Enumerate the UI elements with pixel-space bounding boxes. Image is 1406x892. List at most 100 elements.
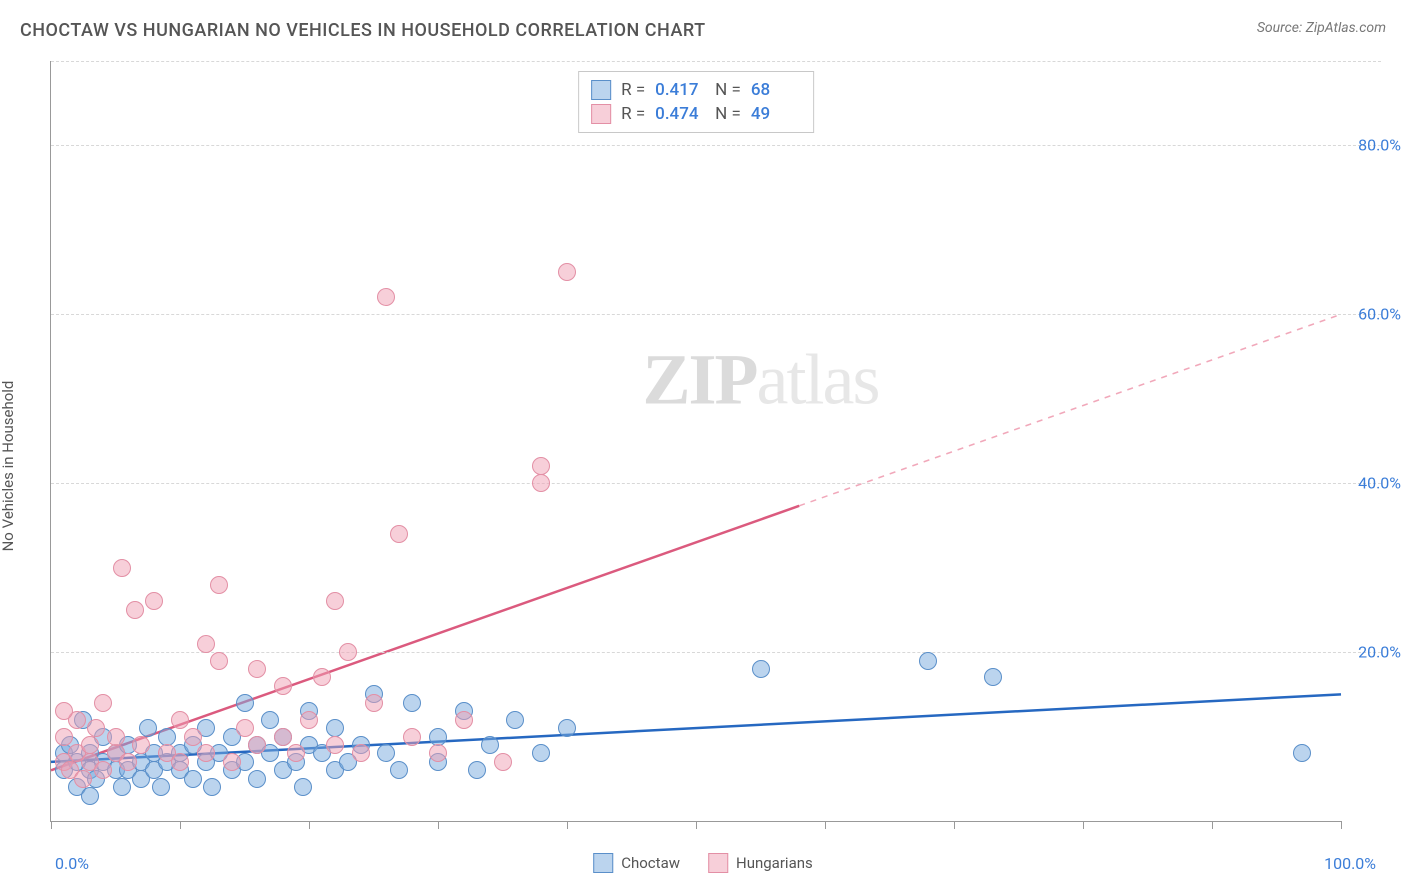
gridline — [51, 483, 1381, 484]
data-point — [158, 728, 176, 746]
data-point — [532, 474, 550, 492]
legend-swatch — [708, 853, 728, 873]
data-point — [390, 525, 408, 543]
data-point — [74, 770, 92, 788]
data-point — [203, 778, 221, 796]
data-point — [210, 576, 228, 594]
gridline — [51, 652, 1381, 653]
data-point — [403, 728, 421, 746]
data-point — [919, 652, 937, 670]
gridline — [51, 314, 1381, 315]
data-point — [274, 677, 292, 695]
x-tick — [696, 821, 697, 829]
x-tick — [954, 821, 955, 829]
legend-swatch — [591, 104, 611, 124]
n-label: N = — [715, 104, 741, 124]
n-value: 68 — [751, 80, 801, 100]
data-point — [81, 736, 99, 754]
data-point — [429, 728, 447, 746]
y-tick-label: 80.0% — [1358, 136, 1401, 155]
data-point — [313, 668, 331, 686]
data-point — [94, 694, 112, 712]
n-label: N = — [715, 80, 741, 100]
data-point — [377, 288, 395, 306]
data-point — [326, 719, 344, 737]
data-point — [274, 728, 292, 746]
x-tick — [309, 821, 310, 829]
data-point — [132, 736, 150, 754]
gridline — [51, 61, 1381, 62]
data-point — [326, 736, 344, 754]
data-point — [752, 660, 770, 678]
data-point — [248, 770, 266, 788]
data-point — [113, 559, 131, 577]
data-point — [455, 711, 473, 729]
data-point — [184, 770, 202, 788]
watermark: ZIPatlas — [643, 339, 879, 422]
series-legend: Choctaw Hungarians — [593, 853, 813, 873]
data-point — [532, 744, 550, 762]
data-point — [481, 736, 499, 754]
x-tick — [438, 821, 439, 829]
data-point — [506, 711, 524, 729]
source-attribution: Source: ZipAtlas.com — [1257, 20, 1386, 36]
data-point — [326, 592, 344, 610]
data-point — [468, 761, 486, 779]
data-point — [236, 694, 254, 712]
data-point — [139, 719, 157, 737]
data-point — [184, 728, 202, 746]
data-point — [223, 753, 241, 771]
chart-container: No Vehicles in Household ZIPatlas R =0.4… — [0, 51, 1406, 881]
data-point — [55, 728, 73, 746]
data-point — [81, 787, 99, 805]
legend-swatch — [591, 80, 611, 100]
data-point — [171, 711, 189, 729]
trend-line-dashed — [799, 314, 1341, 506]
statistics-legend: R =0.417N =68R =0.474N =49 — [578, 71, 814, 133]
y-tick-label: 40.0% — [1358, 474, 1401, 493]
x-tick — [180, 821, 181, 829]
data-point — [365, 694, 383, 712]
data-point — [377, 744, 395, 762]
scatter-plot-area: ZIPatlas R =0.417N =68R =0.474N =49 20.0… — [50, 61, 1341, 822]
y-tick-label: 60.0% — [1358, 305, 1401, 324]
data-point — [261, 711, 279, 729]
data-point — [403, 694, 421, 712]
legend-item: Hungarians — [708, 853, 813, 873]
legend-label: Hungarians — [736, 854, 813, 872]
x-tick — [51, 821, 52, 829]
data-point — [197, 744, 215, 762]
data-point — [145, 592, 163, 610]
data-point — [558, 263, 576, 281]
x-tick — [825, 821, 826, 829]
legend-stat-row: R =0.474N =49 — [591, 102, 801, 126]
gridline — [51, 145, 1381, 146]
data-point — [87, 719, 105, 737]
data-point — [558, 719, 576, 737]
r-value: 0.474 — [655, 104, 705, 124]
x-tick — [567, 821, 568, 829]
x-tick — [1212, 821, 1213, 829]
legend-swatch — [593, 853, 613, 873]
y-tick-label: 20.0% — [1358, 643, 1401, 662]
data-point — [248, 660, 266, 678]
data-point — [197, 635, 215, 653]
data-point — [300, 711, 318, 729]
n-value: 49 — [751, 104, 801, 124]
data-point — [107, 728, 125, 746]
legend-item: Choctaw — [593, 853, 680, 873]
legend-label: Choctaw — [621, 854, 680, 872]
chart-title: CHOCTAW VS HUNGARIAN NO VEHICLES IN HOUS… — [20, 20, 706, 41]
data-point — [119, 753, 137, 771]
data-point — [55, 702, 73, 720]
data-point — [171, 753, 189, 771]
data-point — [494, 753, 512, 771]
data-point — [248, 736, 266, 754]
x-axis-max-label: 100.0% — [1324, 854, 1376, 873]
data-point — [294, 778, 312, 796]
data-point — [152, 778, 170, 796]
r-label: R = — [621, 80, 645, 100]
data-point — [287, 744, 305, 762]
data-point — [532, 457, 550, 475]
x-tick — [1083, 821, 1084, 829]
